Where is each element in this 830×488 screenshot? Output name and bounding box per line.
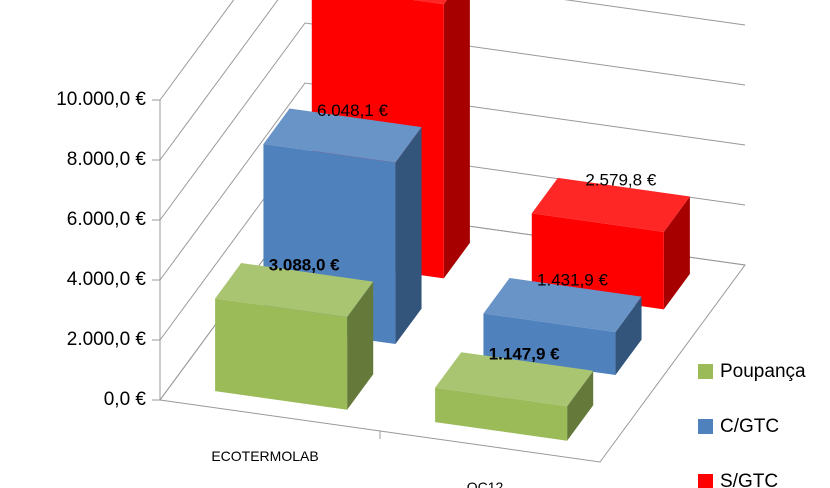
y-tick-label: 4.000,0 € bbox=[67, 269, 147, 290]
bar-side bbox=[395, 127, 422, 345]
bar-side bbox=[347, 281, 374, 410]
x-tick-label: QC12 bbox=[467, 479, 504, 488]
y-tick-label: 0,0 € bbox=[104, 389, 147, 410]
grid-line bbox=[159, 22, 746, 221]
value-label: 3.088,0 € bbox=[269, 256, 340, 275]
bar-top bbox=[215, 262, 374, 318]
y-tick-label: 2.000,0 € bbox=[67, 329, 147, 350]
legend-swatch bbox=[698, 419, 713, 434]
bar-side bbox=[443, 0, 470, 279]
value-label: 6.048,1 € bbox=[317, 101, 388, 120]
legend-swatch bbox=[698, 474, 713, 488]
bar-front bbox=[483, 313, 616, 376]
legend-label: C/GTC bbox=[720, 416, 779, 437]
y-tick-label: 8.000,0 € bbox=[67, 149, 147, 170]
bar-top bbox=[413, 0, 447, 5]
bar-top bbox=[263, 108, 422, 163]
grid-line bbox=[159, 82, 746, 281]
value-label: 1.431,9 € bbox=[537, 271, 608, 290]
value-label: 2.579,8 € bbox=[585, 170, 656, 189]
grid-line bbox=[159, 0, 746, 161]
bar-side bbox=[663, 196, 690, 310]
bar-top bbox=[483, 278, 642, 333]
y-tick-label: 6.000,0 € bbox=[67, 209, 147, 230]
bar-side bbox=[615, 296, 642, 376]
value-label: 1.147,9 € bbox=[489, 345, 560, 364]
bar-top bbox=[531, 177, 690, 232]
bar-front bbox=[435, 387, 568, 441]
legend-label: Poupança bbox=[720, 361, 806, 382]
legend-label: S/GTC bbox=[720, 471, 778, 488]
x-tick-label: ECOTERMOLAB bbox=[211, 448, 318, 464]
bar-front bbox=[531, 213, 664, 310]
bar-top bbox=[435, 352, 594, 407]
y-tick-label: 10.000,0 € bbox=[56, 89, 146, 110]
bar-side bbox=[567, 370, 594, 441]
legend-swatch bbox=[698, 364, 713, 379]
grid-line bbox=[159, 0, 235, 101]
bar-front bbox=[215, 298, 348, 410]
